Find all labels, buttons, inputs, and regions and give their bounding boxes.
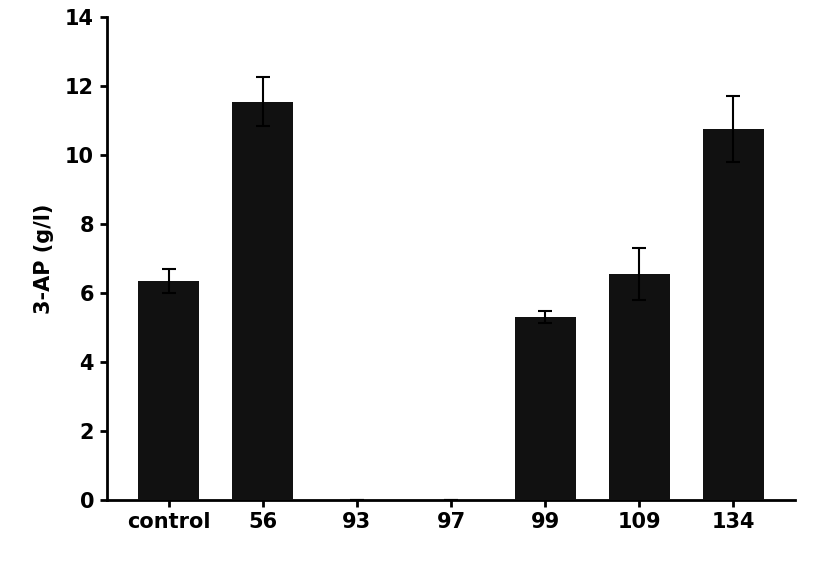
Bar	[138, 281, 199, 500]
Bar	[608, 274, 669, 500]
Y-axis label: 3-AP (g/l): 3-AP (g/l)	[34, 203, 54, 314]
Bar	[514, 317, 575, 500]
Bar	[232, 102, 293, 500]
Bar	[702, 129, 763, 500]
